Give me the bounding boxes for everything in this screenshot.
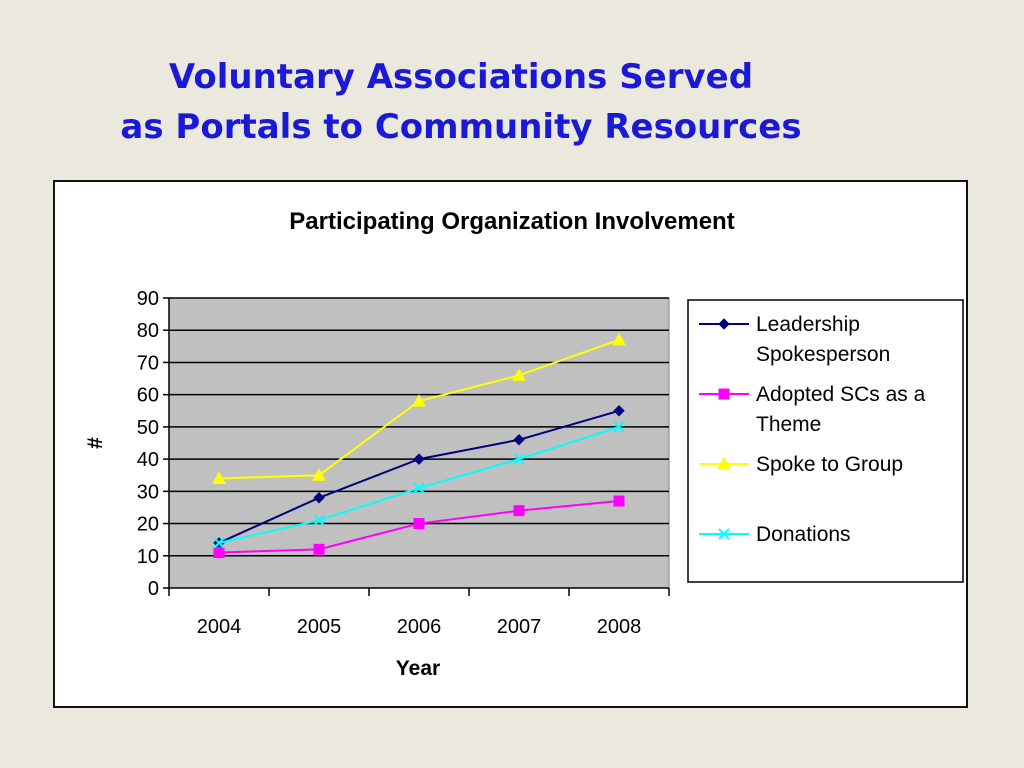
data-point-triangle — [717, 456, 731, 470]
y-tick-label: 10 — [137, 546, 159, 568]
data-point-x — [513, 453, 525, 465]
x-tick-label: 2008 — [597, 616, 642, 638]
series-adopted-scs-as-a-theme — [213, 495, 625, 559]
legend-label: Adopted SCs as a — [756, 383, 926, 406]
data-point-square — [313, 543, 325, 555]
data-point-square — [613, 495, 625, 507]
data-point-triangle — [212, 471, 226, 484]
legend-item: Donations — [699, 523, 851, 546]
slide-title-line-2: as Portals to Community Resources — [120, 107, 802, 147]
data-point-x — [718, 528, 730, 540]
y-tick-label: 30 — [137, 481, 159, 503]
y-tick-label: 20 — [137, 514, 159, 536]
chart-title: Participating Organization Involvement — [289, 208, 734, 235]
legend-label: Spoke to Group — [756, 453, 903, 476]
x-tick-label: 2004 — [197, 616, 242, 638]
y-tick-label: 80 — [137, 320, 159, 342]
data-point-triangle — [412, 394, 426, 407]
data-point-triangle — [612, 332, 626, 346]
legend-item: Leadership Spokesperson — [699, 313, 890, 366]
x-tick-label: 2005 — [297, 616, 342, 638]
chart-frame: Participating Organization Involvement 0… — [53, 180, 968, 708]
data-point-diamond — [413, 453, 425, 465]
axes: 0 10 20 30 40 50 60 70 80 90 2004 2005 2006 2007 2008 — [137, 288, 670, 638]
data-point-square — [213, 547, 225, 559]
legend: Leadership Spokesperson Adopted SCs as a Th… — [687, 299, 964, 583]
data-point-triangle — [512, 368, 526, 381]
legend-item: Adopted SCs as a Theme — [699, 383, 926, 436]
y-axis-label: # — [84, 437, 107, 449]
y-tick-label: 0 — [148, 578, 159, 600]
x-axis-label: Year — [396, 657, 440, 680]
data-point-diamond — [313, 492, 325, 504]
line-chart: Participating Organization Involvement 0… — [84, 208, 964, 680]
data-point-square — [413, 518, 425, 530]
y-tick-label: 40 — [137, 449, 159, 471]
data-point-diamond — [513, 434, 525, 446]
data-point-diamond — [718, 318, 730, 330]
data-point-x — [613, 421, 625, 433]
y-tick-label: 90 — [137, 288, 159, 310]
legend-label: Spokesperson — [756, 343, 890, 366]
x-tick-label: 2006 — [397, 616, 442, 638]
series-donations — [213, 421, 625, 549]
legend-label: Leadership — [756, 313, 860, 336]
data-point-square — [513, 505, 525, 517]
x-tick-label: 2007 — [497, 616, 542, 638]
data-point-diamond — [613, 405, 625, 417]
data-point-x — [313, 514, 325, 527]
data-point-square — [718, 388, 730, 400]
data-point-triangle — [312, 468, 326, 481]
data-point-x — [213, 537, 225, 549]
legend-label: Theme — [756, 413, 821, 436]
y-tick-label: 70 — [137, 352, 159, 374]
slide-title: Voluntary Associations Served as Portals… — [0, 52, 922, 152]
slide-title-line-1: Voluntary Associations Served — [168, 57, 754, 97]
plot-area — [168, 297, 670, 589]
series-spoke-to-group — [212, 332, 626, 484]
data-point-x — [413, 482, 425, 494]
legend-item: Spoke to Group — [699, 453, 903, 476]
legend-label: Donations — [756, 523, 851, 546]
y-tick-label: 50 — [137, 417, 159, 439]
y-tick-label: 60 — [137, 385, 159, 407]
series-group — [212, 332, 626, 559]
